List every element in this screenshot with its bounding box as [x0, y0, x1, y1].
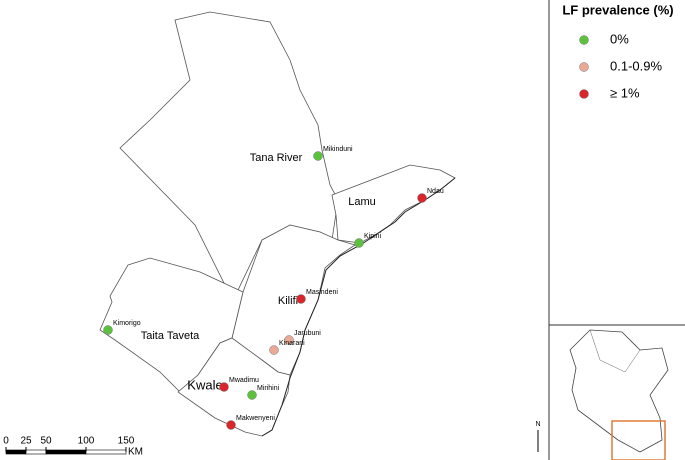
legend-label: 0.1-0.9%: [610, 58, 662, 73]
county-label: Kilifi: [278, 295, 298, 307]
site-label: Mwadimu: [229, 377, 259, 384]
site-marker: [313, 151, 323, 161]
scale-tick-label: 50: [40, 436, 52, 447]
sites: Mikinduni Ndau Kipini Masindeni Jarubuni Kina…: [103, 146, 444, 430]
scale-segment: [85, 449, 127, 455]
site-marker: [219, 382, 229, 392]
site-label: Ndau: [427, 188, 444, 195]
scale-tick-label: 100: [78, 436, 95, 447]
inset-map: [549, 324, 685, 460]
site-marker: [103, 325, 113, 335]
site-label: Mikinduni: [323, 146, 353, 153]
scale-tick-label: 25: [20, 436, 32, 447]
site-marker: [417, 193, 427, 203]
site-marker: [226, 420, 236, 430]
site-marker: [296, 294, 306, 304]
scale-segment: [25, 449, 47, 455]
site-marker: [284, 335, 294, 345]
county-label: Tana River: [250, 152, 303, 164]
site-label: Kinarani: [279, 340, 305, 347]
county-label: Lamu: [348, 196, 376, 208]
scale-segment: [45, 449, 87, 455]
county-labels: Tana River Lamu Kilifi Taita Taveta Kwale: [141, 152, 376, 393]
site-marker: [247, 390, 257, 400]
scale-segment: [5, 449, 27, 455]
scale-tick-label: 150: [118, 436, 135, 447]
site-label: Mirihini: [257, 385, 280, 392]
site-label: Kipini: [364, 233, 382, 240]
site-marker: [354, 238, 364, 248]
county-label: Taita Taveta: [141, 330, 200, 342]
legend-marker: [579, 62, 589, 72]
county-label: Kwale: [187, 377, 222, 392]
county-outlines: [99, 11, 456, 437]
scale-tick-label: 0: [3, 436, 9, 447]
legend-marker: [579, 89, 589, 99]
north-arrow-label: N: [535, 421, 540, 428]
scale-unit: KM: [128, 447, 143, 458]
legend-marker: [579, 35, 589, 45]
coastline: [261, 177, 456, 437]
legend-label: ≥ 1%: [610, 85, 640, 100]
site-marker: [269, 345, 279, 355]
legend-label: 0%: [610, 31, 629, 46]
site-label: Jarubuni: [294, 330, 321, 337]
site-label: Masindeni: [306, 289, 338, 296]
site-label: Makwenyeni: [236, 415, 275, 422]
legend: 0% 0.1-0.9% ≥ 1%: [579, 31, 662, 100]
site-label: Kimorigo: [113, 320, 141, 327]
legend-title: LF prevalence (%): [562, 2, 673, 17]
